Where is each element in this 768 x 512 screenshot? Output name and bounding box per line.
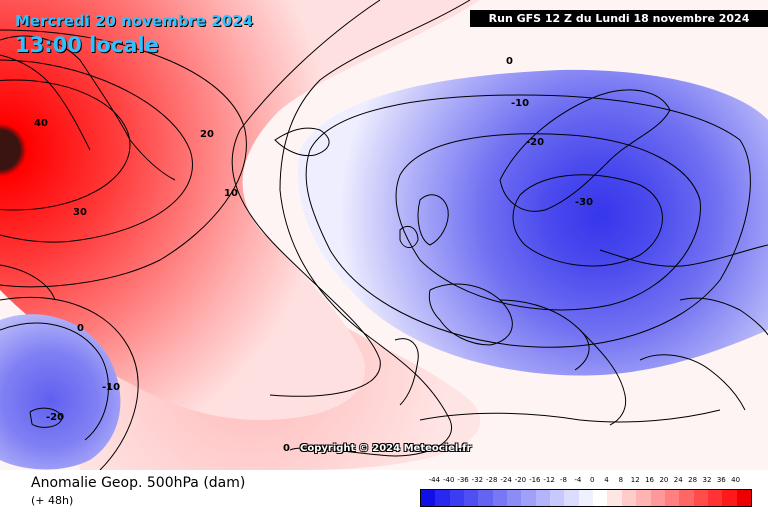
legend-label: -28	[486, 476, 498, 484]
contour-label: -20	[526, 137, 544, 148]
legend-label: 36	[716, 476, 726, 484]
legend-label: -4	[574, 476, 582, 484]
legend-swatch	[693, 490, 708, 506]
legend-label: -12	[543, 476, 555, 484]
legend-swatch	[707, 490, 723, 506]
legend-swatch	[492, 490, 508, 506]
legend-label: -32	[471, 476, 484, 484]
contour-labels: 40 30 20 10 0 -10 -20 -30 0 -10 -20 0	[34, 56, 593, 454]
legend-swatch	[478, 490, 493, 506]
legend-swatch	[464, 490, 479, 506]
legend-label: 24	[673, 476, 683, 484]
contour-label: -10	[511, 98, 529, 109]
color-legend: -44 -40 -36 -32 -28 -24 -20 -16 -12 -8 -4 0 4 8 12 16 20…	[412, 476, 752, 508]
legend-swatch	[650, 490, 665, 506]
contour-label: -20	[46, 412, 64, 423]
legend-swatch	[449, 490, 465, 506]
positive-anomaly-west	[0, 0, 480, 420]
product-subtitle: (+ 48h)	[31, 494, 74, 507]
legend-swatch	[664, 490, 680, 506]
legend-label: 20	[659, 476, 669, 484]
legend-labels: -44 -40 -36 -32 -28 -24 -20 -16 -12 -8 -4 0 4 8 12 16 20…	[412, 476, 752, 488]
contour-label: 0	[283, 443, 290, 454]
legend-swatch	[550, 490, 565, 506]
geopotential-anomaly-map: 40 30 20 10 0 -10 -20 -30 0 -10 -20 0	[0, 0, 768, 470]
coastlines	[0, 35, 768, 426]
copyright: Copyright © 2024 Meteociel.fr	[300, 443, 472, 454]
footer: Anomalie Geop. 500hPa (dam) (+ 48h) -44-…	[0, 470, 768, 512]
legend-label: 32	[702, 476, 712, 484]
legend-swatch	[521, 490, 536, 506]
contour-label: 0	[506, 56, 513, 67]
legend-label: 40	[731, 476, 741, 484]
legend-swatch	[621, 490, 637, 506]
legend-swatch	[535, 490, 551, 506]
contour-label: 10	[224, 188, 238, 199]
legend-label: 4	[604, 476, 609, 484]
legend-label: -36	[457, 476, 469, 484]
contour-label: 40	[34, 118, 48, 129]
legend-swatch	[593, 490, 608, 506]
legend-swatch	[736, 490, 751, 506]
legend-color-bar	[420, 489, 752, 507]
legend-label: -8	[559, 476, 567, 484]
legend-label: -40	[442, 476, 455, 484]
contour-label: 0	[77, 323, 84, 334]
legend-label: 16	[645, 476, 655, 484]
contour-label: 20	[200, 129, 214, 140]
legend-label: -44	[428, 476, 441, 484]
contour-label: -30	[575, 197, 593, 208]
legend-label: -16	[529, 476, 541, 484]
product-title: Anomalie Geop. 500hPa (dam)	[31, 475, 246, 491]
run-info: Run GFS 12 Z du Lundi 18 novembre 2024	[470, 10, 768, 27]
contour-label: 30	[73, 207, 87, 218]
negative-anomaly-europe	[298, 69, 768, 376]
legend-label: 0	[589, 476, 595, 484]
legend-label: 12	[630, 476, 640, 484]
legend-swatch	[679, 490, 694, 506]
negative-anomaly-atlantic	[0, 314, 121, 470]
legend-label: 28	[688, 476, 698, 484]
forecast-date: Mercredi 20 novembre 2024	[15, 12, 254, 30]
legend-label: 8	[618, 476, 624, 484]
contour-label: -10	[102, 382, 120, 393]
legend-swatch	[607, 490, 622, 506]
legend-swatch	[435, 490, 450, 506]
legend-swatch	[564, 490, 579, 506]
legend-label: -24	[500, 476, 512, 484]
legend-swatch	[578, 490, 594, 506]
legend-swatch	[421, 490, 436, 506]
contour-lines	[0, 0, 751, 470]
legend-swatch	[722, 490, 737, 506]
legend-swatch	[636, 490, 651, 506]
legend-label: -20	[514, 476, 527, 484]
legend-swatch	[507, 490, 522, 506]
forecast-time: 13:00 locale	[15, 33, 159, 57]
